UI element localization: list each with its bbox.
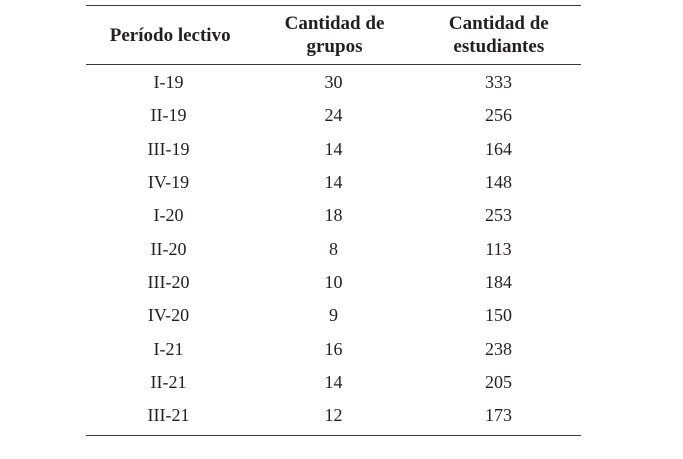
cell-groups: 16 bbox=[324, 338, 343, 359]
cell-period: II-20 bbox=[150, 238, 187, 259]
table-body: I-19 30 333 II-19 24 256 III-19 14 164 IV-19 14 148… bbox=[86, 65, 581, 435]
header-groups-line2: grupos bbox=[306, 36, 363, 57]
cell-students: 164 bbox=[485, 138, 512, 159]
cell-period: I-19 bbox=[153, 72, 184, 93]
table-row: II-20 8 113 bbox=[86, 232, 581, 265]
table-row: II-19 24 256 bbox=[86, 99, 581, 132]
cell-students: 333 bbox=[485, 72, 512, 93]
cell-students: 148 bbox=[485, 172, 512, 193]
table-row: IV-19 14 148 bbox=[86, 166, 581, 199]
cell-period: III-21 bbox=[147, 405, 190, 426]
header-students-line1: Cantidad de bbox=[448, 13, 549, 34]
cell-period: I-20 bbox=[153, 205, 184, 226]
table-row: III-20 10 184 bbox=[86, 266, 581, 299]
table-row: IV-20 9 150 bbox=[86, 299, 581, 332]
cell-students: 205 bbox=[485, 371, 512, 392]
cell-period: I-21 bbox=[153, 338, 184, 359]
cell-period: III-20 bbox=[147, 271, 190, 292]
cell-students: 150 bbox=[485, 305, 512, 326]
header-students-line2: estudiantes bbox=[453, 36, 545, 57]
cell-period: III-19 bbox=[147, 138, 190, 159]
table-row: II-21 14 205 bbox=[86, 366, 581, 399]
table-row: III-19 14 164 bbox=[86, 133, 581, 166]
header-groups-line1: Cantidad de bbox=[284, 13, 385, 34]
cell-period: IV-19 bbox=[147, 172, 190, 193]
cell-groups: 14 bbox=[324, 371, 343, 392]
header-bottom-rule bbox=[86, 64, 581, 65]
cell-students: 253 bbox=[485, 205, 512, 226]
cell-groups: 14 bbox=[324, 172, 343, 193]
cell-groups: 14 bbox=[324, 138, 343, 159]
cell-groups: 30 bbox=[324, 72, 343, 93]
cell-students: 113 bbox=[485, 238, 512, 259]
header-period-label: Período lectivo bbox=[109, 24, 231, 46]
header-students: Cantidad de estudiantes bbox=[417, 12, 581, 58]
table-row: III-21 12 173 bbox=[86, 399, 581, 432]
header-period: Período lectivo bbox=[86, 24, 252, 47]
cell-groups: 18 bbox=[324, 205, 343, 226]
cell-groups: 10 bbox=[324, 271, 343, 292]
cell-groups: 12 bbox=[324, 405, 343, 426]
cell-students: 238 bbox=[485, 338, 512, 359]
cell-students: 184 bbox=[485, 271, 512, 292]
cell-students: 173 bbox=[485, 405, 512, 426]
cell-students: 256 bbox=[485, 105, 512, 126]
cell-groups: 8 bbox=[329, 238, 338, 259]
cell-period: IV-20 bbox=[147, 305, 190, 326]
table-bottom-rule bbox=[86, 435, 581, 437]
table-row: I-19 30 333 bbox=[86, 66, 581, 99]
cell-period: II-19 bbox=[150, 105, 187, 126]
header-groups: Cantidad de grupos bbox=[252, 12, 416, 58]
cell-period: II-21 bbox=[150, 371, 187, 392]
table-row: I-20 18 253 bbox=[86, 199, 581, 232]
table-row: I-21 16 238 bbox=[86, 332, 581, 365]
table-header: Período lectivo Cantidad de grupos Canti… bbox=[86, 6, 581, 64]
cell-groups: 24 bbox=[324, 105, 343, 126]
table-top-rule bbox=[86, 5, 581, 6]
cell-groups: 9 bbox=[329, 305, 338, 326]
enrollment-table: Período lectivo Cantidad de grupos Canti… bbox=[86, 5, 581, 437]
